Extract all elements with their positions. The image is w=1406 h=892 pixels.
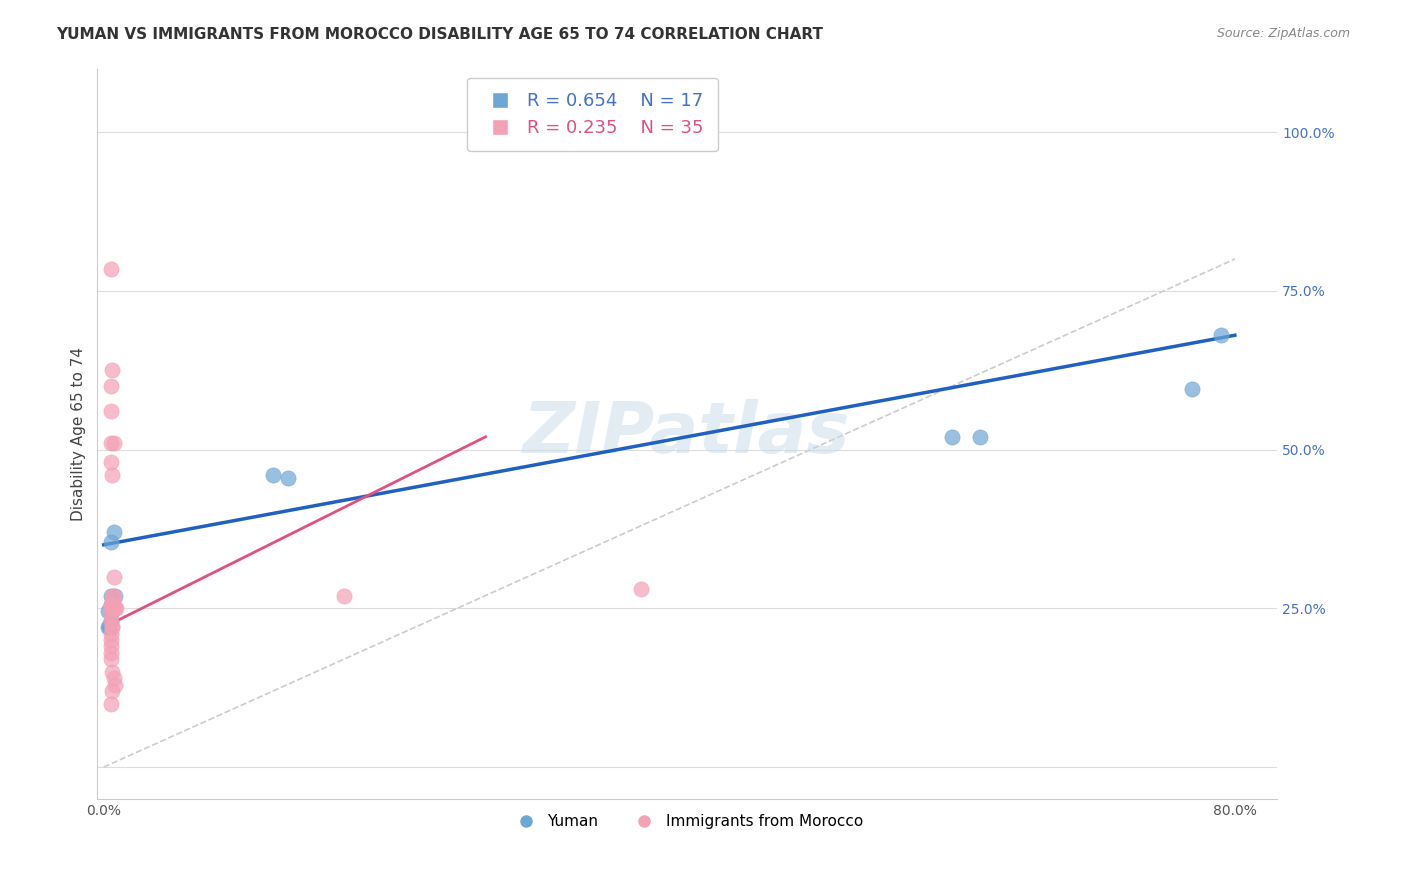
Point <box>103 601 125 615</box>
Point <box>941 430 963 444</box>
Point <box>98 620 121 634</box>
Point <box>100 697 122 711</box>
Point <box>100 534 122 549</box>
Point <box>101 620 124 634</box>
Point <box>630 582 652 597</box>
Point <box>100 640 122 654</box>
Text: Source: ZipAtlas.com: Source: ZipAtlas.com <box>1216 27 1350 40</box>
Text: YUMAN VS IMMIGRANTS FROM MOROCCO DISABILITY AGE 65 TO 74 CORRELATION CHART: YUMAN VS IMMIGRANTS FROM MOROCCO DISABIL… <box>56 27 824 42</box>
Point <box>100 598 122 612</box>
Point <box>100 614 122 628</box>
Point <box>100 379 122 393</box>
Point <box>100 607 122 622</box>
Point <box>101 598 124 612</box>
Point <box>101 363 124 377</box>
Point <box>101 605 124 619</box>
Point <box>100 652 122 666</box>
Legend: Yuman, Immigrants from Morocco: Yuman, Immigrants from Morocco <box>505 808 869 835</box>
Point <box>101 684 124 698</box>
Y-axis label: Disability Age 65 to 74: Disability Age 65 to 74 <box>72 347 86 521</box>
Point <box>103 525 125 540</box>
Point <box>277 471 299 485</box>
Point <box>101 589 124 603</box>
Point <box>97 620 120 634</box>
Point <box>101 601 124 615</box>
Point <box>100 598 122 612</box>
Point <box>262 467 284 482</box>
Point <box>97 605 120 619</box>
Point <box>100 601 122 615</box>
Point <box>103 671 125 685</box>
Point <box>100 646 122 660</box>
Point <box>100 436 122 450</box>
Point <box>100 589 122 603</box>
Point <box>101 601 124 615</box>
Point <box>100 598 122 612</box>
Point <box>100 633 122 648</box>
Point <box>104 589 127 603</box>
Point <box>100 626 122 640</box>
Point <box>100 261 122 276</box>
Point <box>333 589 356 603</box>
Point <box>100 404 122 418</box>
Point <box>100 455 122 469</box>
Point <box>103 569 125 583</box>
Point <box>969 430 991 444</box>
Point <box>104 677 127 691</box>
Point <box>104 601 127 615</box>
Point <box>101 467 124 482</box>
Point <box>101 620 124 634</box>
Point <box>1181 382 1204 396</box>
Point <box>1209 328 1232 343</box>
Point <box>105 601 128 615</box>
Point <box>103 436 125 450</box>
Point <box>100 614 122 628</box>
Text: ZIPatlas: ZIPatlas <box>523 400 851 468</box>
Point <box>103 589 125 603</box>
Point <box>101 665 124 679</box>
